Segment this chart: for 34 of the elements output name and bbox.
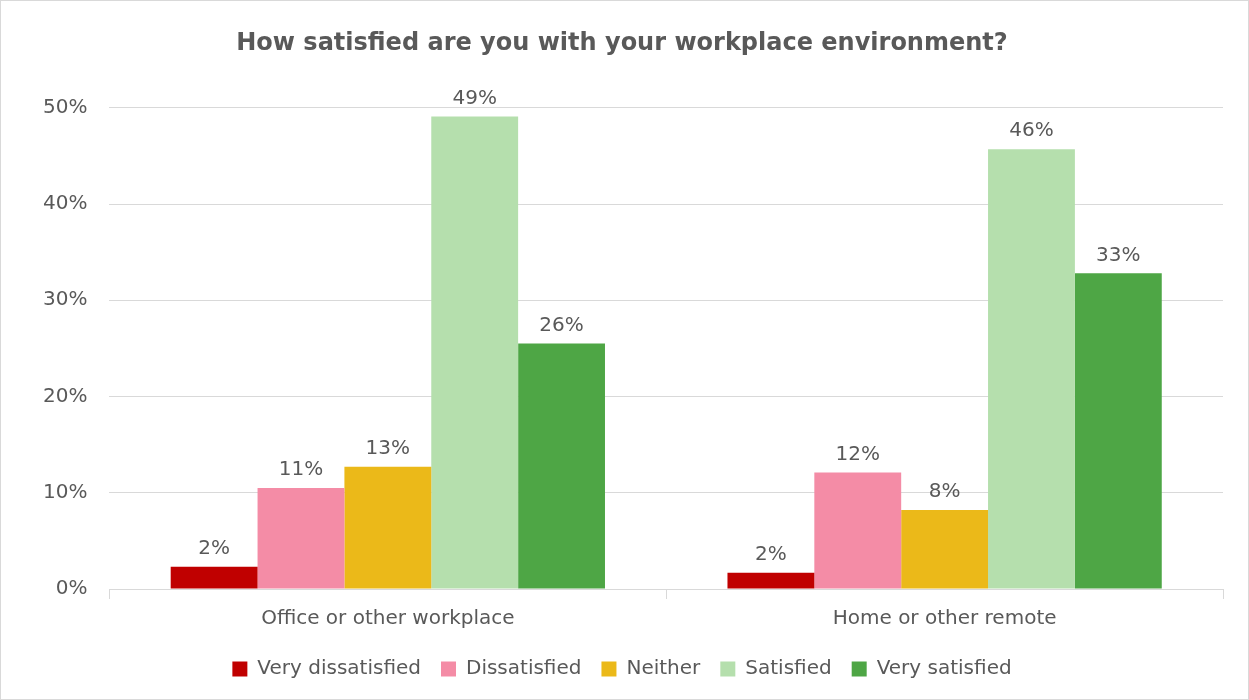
data-label: 2%: [198, 535, 230, 560]
y-tick-label: 0%: [55, 575, 88, 600]
data-label: 46%: [1009, 117, 1054, 142]
bar: [344, 466, 432, 589]
bar: [1074, 273, 1162, 589]
legend-label: Neither: [626, 655, 702, 680]
x-tick-label: Office or other workplace: [261, 605, 515, 630]
data-label: 12%: [835, 440, 880, 465]
y-tick-label: 20%: [43, 382, 88, 407]
legend-label: Very dissatisfied: [257, 655, 421, 680]
chart-title: How satisfied are you with your workplace environment?: [236, 27, 1008, 56]
y-tick-label: 10%: [43, 478, 88, 503]
legend-label: Dissatisfied: [465, 655, 582, 680]
y-tick-label: 50%: [43, 94, 88, 118]
data-label: 33%: [1096, 241, 1141, 266]
bar: [257, 487, 345, 589]
data-label: 2%: [755, 540, 787, 565]
bar: [431, 116, 519, 589]
data-label: 8%: [928, 478, 961, 503]
y-tick-label: 40%: [43, 190, 88, 215]
bar: [901, 510, 989, 589]
bar: [727, 572, 815, 589]
data-label: 11%: [278, 456, 324, 481]
x-tick-label: Home or other remote: [832, 605, 1057, 630]
data-label: 49%: [452, 84, 497, 109]
bar: [814, 472, 902, 589]
data-label: 13%: [365, 434, 411, 459]
y-tick-label: 30%: [43, 286, 88, 311]
legend-label: Very satisfied: [876, 655, 1012, 680]
legend-label: Satisfied: [745, 655, 832, 680]
bar: [170, 566, 258, 589]
data-label: 26%: [539, 311, 584, 336]
bar: [518, 343, 605, 589]
bar: [988, 149, 1075, 589]
